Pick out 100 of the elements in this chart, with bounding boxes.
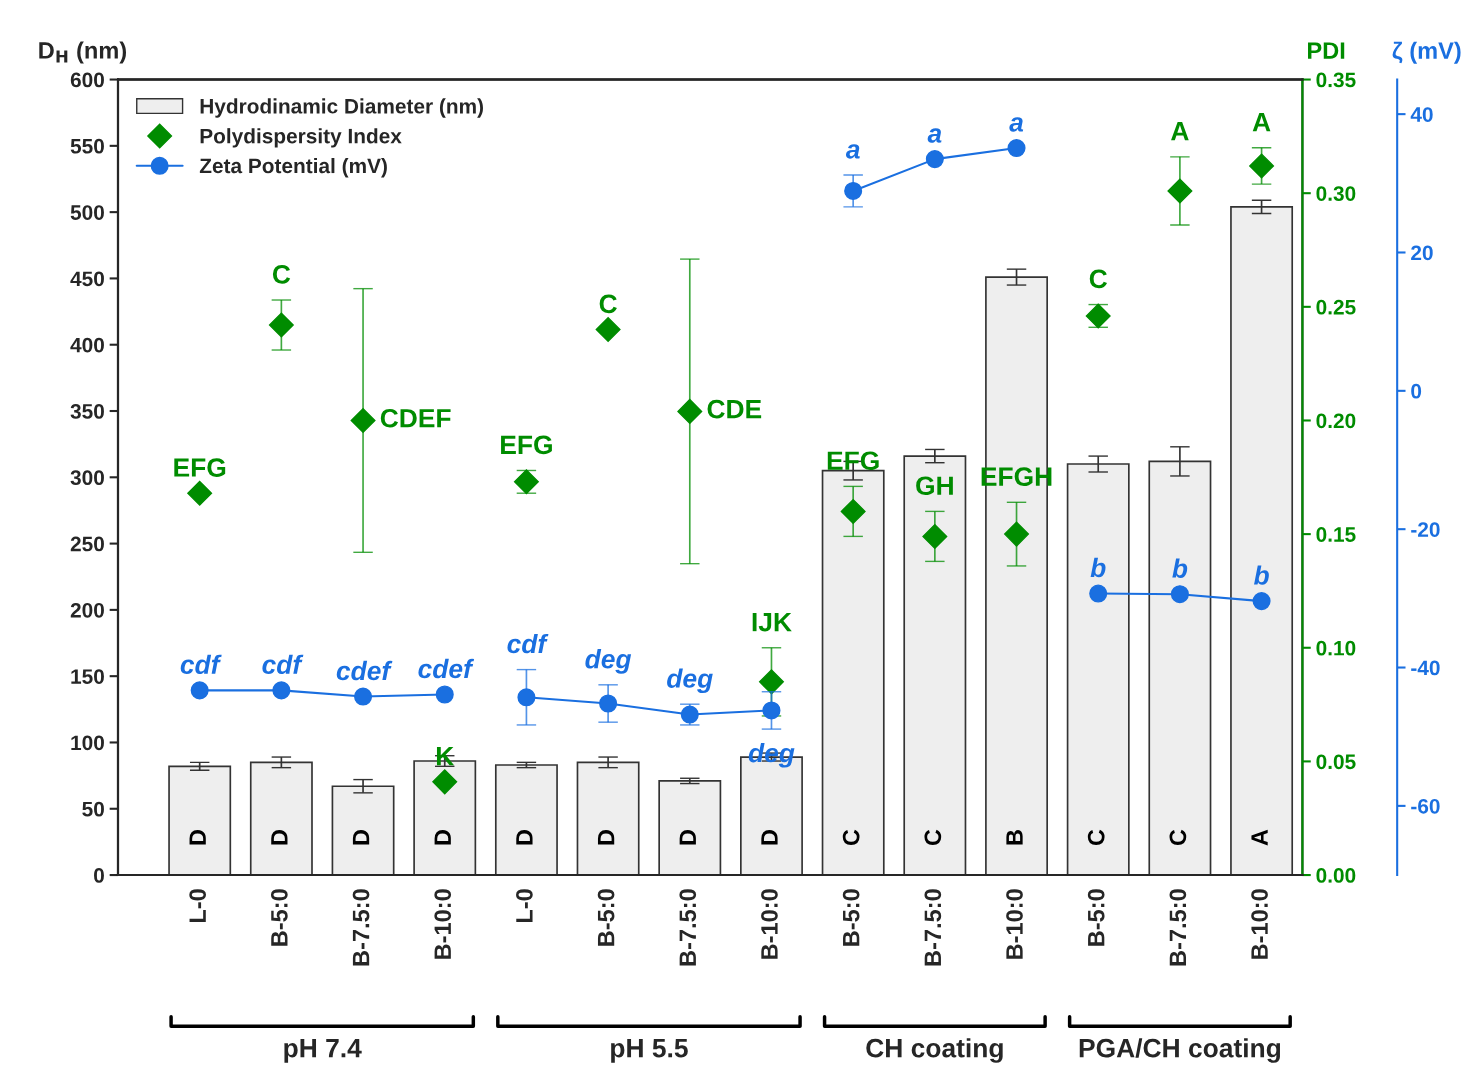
y3-tick-label: -40 <box>1411 660 1440 676</box>
data-label: C <box>599 294 617 314</box>
point <box>1089 584 1108 603</box>
x-tick-label: B-5:0 <box>597 889 615 946</box>
y2-tick-label: 0.20 <box>1316 413 1356 429</box>
y3-tick-label: 40 <box>1410 107 1433 122</box>
y3-tick-label: -60 <box>1411 798 1440 814</box>
y-tick-label: 300 <box>70 470 104 486</box>
data-label: cdef <box>418 658 475 679</box>
y-tick-label: 500 <box>70 205 104 220</box>
y2-tick-label: 0.35 <box>1316 72 1356 88</box>
y-tick-label: 200 <box>70 602 104 618</box>
data-label: deg <box>667 668 713 694</box>
y-tick-label: 250 <box>70 536 104 552</box>
y3-tick-label: 0 <box>1411 383 1422 399</box>
data-label: C <box>842 829 860 846</box>
x-tick-label: B-7.5:0 <box>1169 889 1187 966</box>
x-tick-label: B-7.5:0 <box>352 889 370 966</box>
y-tick-label: 0 <box>94 868 104 883</box>
point <box>350 407 376 433</box>
y2-tick-label: 0.15 <box>1316 527 1356 542</box>
data-label: C <box>1169 829 1187 846</box>
data-label: D <box>761 830 778 845</box>
x-tick-label: L-0 <box>516 889 533 923</box>
x-tick-label: B-10:0 <box>434 889 452 959</box>
bar <box>494 764 558 876</box>
y2-tick-label: 0.10 <box>1316 640 1356 656</box>
x-tick-label: L-0 <box>189 889 207 923</box>
data-label: EFG <box>174 458 226 477</box>
x-tick-label: B-7.5:0 <box>924 889 942 966</box>
data-label: cdf <box>180 654 222 675</box>
data-label: CDEF <box>380 408 451 428</box>
legend-label: Polydispersity Index <box>200 128 402 148</box>
x-tick-label: B-5:0 <box>1087 889 1105 946</box>
data-label: a <box>927 128 942 143</box>
point <box>1007 139 1026 158</box>
data-label: D <box>679 830 696 845</box>
point <box>354 687 373 706</box>
x-tick-label: B-5:0 <box>270 889 288 946</box>
data-label: A <box>1252 112 1271 132</box>
bar <box>168 765 232 876</box>
data-label: A <box>1251 829 1268 846</box>
data-label: C <box>924 829 942 846</box>
y-tick-label: 50 <box>82 801 104 817</box>
point <box>840 498 866 524</box>
point <box>922 523 948 549</box>
data-label: cdef <box>336 660 393 681</box>
x-tick-label: B-10:0 <box>1006 889 1023 959</box>
data-label: C <box>1087 829 1105 846</box>
y-tick-label: 350 <box>70 404 104 419</box>
x-tick-label: B-7.5:0 <box>679 889 697 966</box>
point <box>272 681 291 700</box>
data-label: b <box>1172 558 1188 578</box>
point <box>677 398 703 424</box>
data-label: B <box>1006 830 1023 845</box>
data-label: D <box>189 830 206 845</box>
y-tick-label: 400 <box>70 337 104 353</box>
y-tick-label: 150 <box>71 669 104 684</box>
legend-label: Hydrodinamic Diameter (nm) <box>200 98 483 118</box>
data-label: deg <box>585 649 632 674</box>
point <box>187 480 213 506</box>
point <box>432 769 458 795</box>
data-label: D <box>271 830 288 845</box>
data-label: EFG <box>827 451 879 471</box>
data-label: GH <box>916 476 953 496</box>
data-label: a <box>845 144 860 159</box>
y-tick-label: 450 <box>70 271 104 287</box>
y-tick-label: 550 <box>70 138 104 154</box>
data-label: IJK <box>752 613 792 632</box>
y2-tick-label: 0.00 <box>1316 868 1356 883</box>
y3-tick-label: 20 <box>1411 245 1433 261</box>
x-tick-label: B-5:0 <box>842 889 860 946</box>
point <box>599 694 618 713</box>
y3-axis-title: ζ (mV) <box>1392 41 1461 64</box>
y-tick-label: 600 <box>70 72 104 88</box>
data-label: C <box>272 265 291 284</box>
point <box>758 669 784 695</box>
data-label: CDE <box>707 399 762 419</box>
point <box>1249 153 1275 179</box>
y2-axis-title: PDI <box>1308 42 1345 59</box>
point <box>190 681 209 700</box>
point <box>925 150 944 169</box>
data-label: C <box>1089 269 1108 289</box>
data-label: D <box>597 830 615 845</box>
data-label: b <box>1253 565 1269 585</box>
x-tick-label: B-10:0 <box>761 889 778 959</box>
data-label: EFG <box>501 435 552 455</box>
x-tick-label: B-10:0 <box>1251 889 1268 959</box>
bar <box>1230 205 1294 876</box>
point <box>762 701 781 720</box>
point <box>1252 592 1271 611</box>
point <box>595 317 621 343</box>
y-tick-label: 100 <box>71 735 104 751</box>
point <box>1167 178 1193 204</box>
data-label: D <box>516 830 533 845</box>
y3-tick-label: -20 <box>1411 522 1440 537</box>
point <box>268 312 294 338</box>
point <box>435 685 454 704</box>
data-label: D <box>352 830 370 845</box>
y-axis-title: D$_{H}$ (nm) <box>39 41 127 64</box>
